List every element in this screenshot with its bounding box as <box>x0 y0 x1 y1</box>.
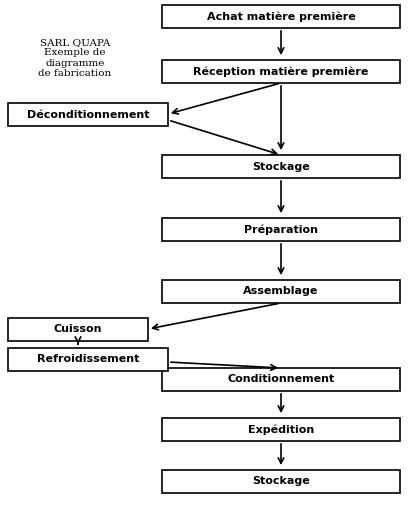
Text: Assemblage: Assemblage <box>243 286 318 296</box>
Bar <box>162 218 399 241</box>
Bar <box>8 103 168 126</box>
Bar <box>162 5 399 28</box>
Text: Conditionnement: Conditionnement <box>227 375 334 384</box>
Text: Déconditionnement: Déconditionnement <box>27 110 149 120</box>
Text: Réception matière première: Réception matière première <box>193 66 368 77</box>
Text: Cuisson: Cuisson <box>54 325 102 334</box>
Bar <box>162 368 399 391</box>
Text: Préparation: Préparation <box>243 224 317 235</box>
Bar <box>162 155 399 178</box>
Text: SARL QUAPA
Exemple de
diagramme
de fabrication: SARL QUAPA Exemple de diagramme de fabri… <box>38 38 111 78</box>
Text: Refroidissement: Refroidissement <box>37 355 139 365</box>
Bar <box>162 418 399 441</box>
Text: Stockage: Stockage <box>252 162 309 172</box>
Bar <box>162 470 399 493</box>
Text: Achat matière première: Achat matière première <box>206 11 355 22</box>
Bar <box>8 348 168 371</box>
Bar <box>162 60 399 83</box>
Text: Stockage: Stockage <box>252 477 309 486</box>
Bar <box>8 318 148 341</box>
Bar <box>162 280 399 303</box>
Text: Expédition: Expédition <box>247 424 313 435</box>
